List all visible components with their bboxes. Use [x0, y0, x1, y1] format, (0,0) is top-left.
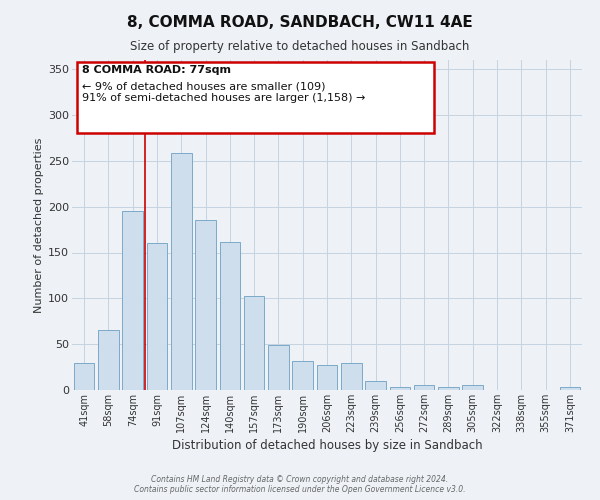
X-axis label: Distribution of detached houses by size in Sandbach: Distribution of detached houses by size …: [172, 439, 482, 452]
Bar: [341, 362, 362, 390]
Bar: [463, 384, 483, 390]
Text: ← 9% of detached houses are smaller (109)
91% of semi-detached houses are larger: ← 9% of detached houses are smaller (109…: [82, 82, 365, 103]
Bar: [122, 211, 143, 390]
Bar: [195, 220, 216, 390]
Bar: [389, 387, 410, 390]
Bar: [244, 296, 265, 390]
Bar: [220, 242, 240, 390]
Bar: [292, 360, 313, 390]
Bar: [438, 387, 459, 390]
Text: Size of property relative to detached houses in Sandbach: Size of property relative to detached ho…: [130, 40, 470, 53]
Bar: [171, 154, 191, 390]
Bar: [365, 381, 386, 390]
Text: 8 COMMA ROAD: 77sqm: 8 COMMA ROAD: 77sqm: [82, 65, 231, 75]
FancyBboxPatch shape: [77, 62, 434, 132]
Text: Contains HM Land Registry data © Crown copyright and database right 2024.
Contai: Contains HM Land Registry data © Crown c…: [134, 475, 466, 494]
Y-axis label: Number of detached properties: Number of detached properties: [34, 138, 44, 312]
Text: 8, COMMA ROAD, SANDBACH, CW11 4AE: 8, COMMA ROAD, SANDBACH, CW11 4AE: [127, 15, 473, 30]
Bar: [317, 365, 337, 390]
Bar: [146, 244, 167, 390]
Bar: [414, 386, 434, 390]
Bar: [560, 387, 580, 390]
Bar: [268, 345, 289, 390]
Bar: [74, 362, 94, 390]
Bar: [98, 330, 119, 390]
